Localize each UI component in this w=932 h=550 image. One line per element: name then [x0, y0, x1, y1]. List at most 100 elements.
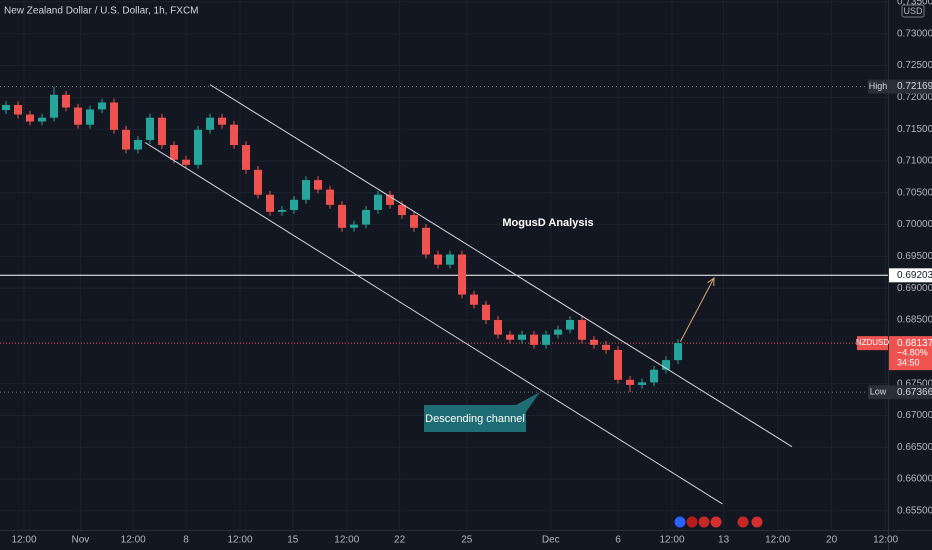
callout: Descending channel — [425, 413, 525, 425]
event-icon[interactable] — [673, 515, 687, 529]
x-tick-label: 15 — [287, 535, 299, 546]
x-tick-label: 12:00 — [659, 535, 684, 546]
level-value-box — [889, 385, 932, 400]
candle-body — [662, 360, 670, 370]
event-icon[interactable] — [685, 515, 699, 529]
candle-body — [110, 102, 118, 130]
candle-body — [62, 94, 70, 108]
candle-body — [14, 104, 22, 115]
candle-body — [542, 334, 550, 345]
chart-title: New Zealand Dollar / U.S. Dollar, 1h, FX… — [4, 6, 199, 17]
currency-box[interactable] — [901, 4, 925, 18]
candle-body — [482, 304, 490, 321]
last-price-name-box — [857, 336, 888, 351]
levels — [0, 86, 888, 393]
candle-body — [578, 320, 586, 340]
x-tick-label: 8 — [183, 535, 189, 546]
last-price-countdown: 34:50 — [897, 358, 920, 368]
level-name: High — [869, 81, 888, 91]
candle-body — [386, 194, 394, 205]
last-price-change: −4.80% — [897, 348, 928, 358]
arrow-head — [707, 277, 715, 287]
annotation: MogusD Analysis — [502, 217, 593, 229]
x-tick-label: 25 — [461, 535, 473, 546]
candle-body — [530, 334, 538, 345]
candle-body — [674, 343, 682, 361]
grid — [0, 0, 888, 530]
candle-body — [74, 107, 82, 125]
candle-body — [230, 124, 238, 146]
candle-body — [254, 169, 262, 195]
x-tick-label: 12:00 — [873, 535, 898, 546]
candle-body — [290, 199, 298, 210]
y-tick-label: 0.68500 — [897, 315, 932, 326]
y-tick-label: 0.69500 — [897, 251, 932, 262]
candle-body — [626, 379, 634, 385]
x-tick-label: 12:00 — [765, 535, 790, 546]
event-icon[interactable] — [709, 515, 723, 529]
callout-box — [424, 392, 540, 432]
candle-body — [362, 209, 370, 225]
trend-line — [209, 84, 793, 448]
candle-body — [350, 224, 358, 228]
y-tick-label: 0.70500 — [897, 187, 932, 198]
candle-body — [146, 117, 154, 140]
x-tick-label: 22 — [394, 535, 406, 546]
level-name-box — [868, 79, 888, 94]
y-tick-label: 0.69000 — [897, 283, 932, 294]
candle-body — [614, 349, 622, 380]
candle-body — [302, 180, 310, 200]
candle-body — [50, 94, 58, 118]
drawings — [144, 84, 793, 505]
candle-body — [98, 102, 106, 110]
level-name: Low — [870, 387, 887, 397]
event-icon[interactable] — [736, 515, 750, 529]
last-price-name: NZDUSD — [856, 338, 890, 347]
candle-body — [650, 369, 658, 383]
event-icons[interactable] — [673, 515, 764, 529]
candle-body — [182, 159, 190, 165]
candle-body — [134, 139, 142, 150]
y-tick-label: 0.67500 — [897, 378, 932, 389]
candle-body — [170, 145, 178, 160]
y-tick-label: 0.70000 — [897, 219, 932, 230]
y-tick-label: 0.67000 — [897, 410, 932, 421]
candle-body — [374, 194, 382, 210]
last-price-label: 0.68137 — [897, 338, 932, 349]
candle-body — [554, 329, 562, 335]
candle-body — [638, 382, 646, 385]
x-tick-label: Nov — [72, 535, 90, 546]
x-tick-label: 6 — [615, 535, 621, 546]
trend-line — [144, 142, 723, 505]
y-tick-label: 0.72500 — [897, 60, 932, 71]
candle-body — [494, 320, 502, 335]
candle-body — [266, 194, 274, 212]
currency[interactable]: USD — [903, 6, 923, 16]
candle-body — [278, 209, 286, 212]
x-tick-label: 12:00 — [334, 535, 359, 546]
y-tick-label: 0.71000 — [897, 156, 932, 167]
level-name-box — [868, 385, 888, 400]
candle-body — [122, 129, 130, 150]
candle-body — [194, 129, 202, 165]
x-tick-label: 12:00 — [121, 535, 146, 546]
y-tick-label: 0.66000 — [897, 474, 932, 485]
candle-body — [326, 189, 334, 205]
candle-body — [422, 227, 430, 255]
candle-body — [446, 254, 454, 265]
event-icon[interactable] — [697, 515, 711, 529]
x-tick-label: 20 — [826, 535, 838, 546]
candle-body — [602, 344, 610, 350]
candle-body — [26, 114, 34, 122]
y-tick-label: 0.71500 — [897, 124, 932, 135]
y-tick-label: 0.72000 — [897, 92, 932, 103]
candle-body — [518, 334, 526, 340]
candle-body — [338, 204, 346, 228]
candles — [2, 86, 682, 393]
y-tick-label: 0.73000 — [897, 28, 932, 39]
candle-body — [86, 109, 94, 125]
event-icon[interactable] — [750, 515, 764, 529]
candle-body — [470, 294, 478, 305]
